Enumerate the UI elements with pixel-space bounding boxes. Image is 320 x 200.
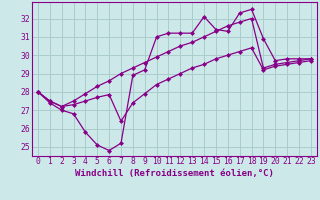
X-axis label: Windchill (Refroidissement éolien,°C): Windchill (Refroidissement éolien,°C) <box>75 169 274 178</box>
